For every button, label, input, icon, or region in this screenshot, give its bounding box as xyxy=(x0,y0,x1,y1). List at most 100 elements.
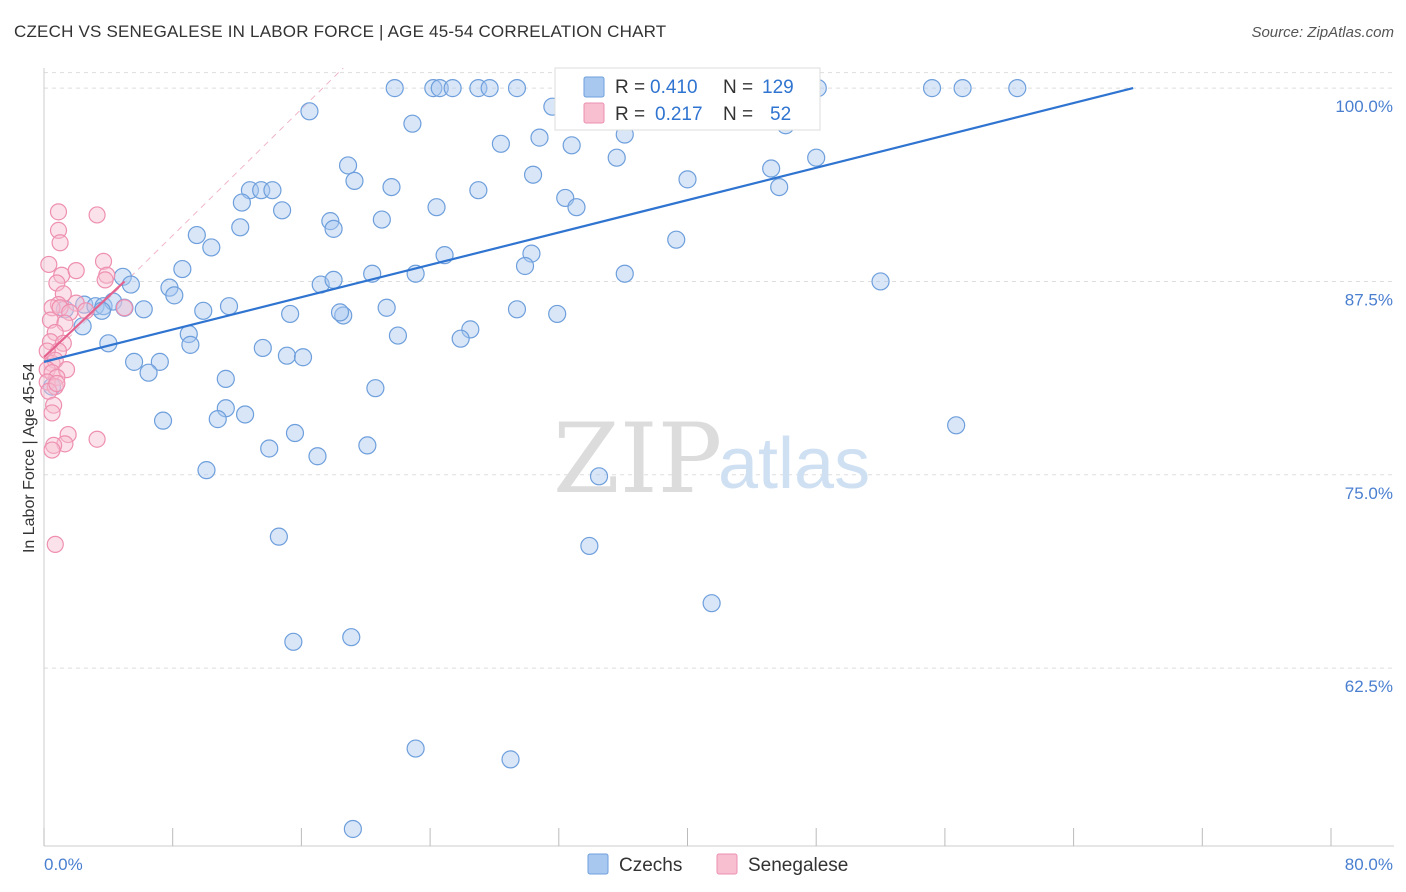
y-tick-label: 75.0% xyxy=(1345,484,1393,503)
senegalese-point xyxy=(88,430,106,448)
czechs-point xyxy=(491,134,510,153)
czechs-point xyxy=(202,238,221,257)
senegalese-point xyxy=(94,252,113,270)
source-label: Source: ZipAtlas.com xyxy=(1251,24,1394,41)
czechs-point xyxy=(263,181,282,200)
czechs-point xyxy=(871,272,890,291)
czechs-point xyxy=(150,352,169,371)
czechs-point xyxy=(377,298,396,317)
czechs-point xyxy=(324,219,343,238)
senegalese-point xyxy=(43,441,61,459)
czechs-point xyxy=(121,275,140,294)
legend-label-senegalese: Senegalese xyxy=(748,855,848,876)
czechs-point xyxy=(277,346,297,365)
czechs-point xyxy=(807,148,826,167)
legend-swatch-senegalese-bottom xyxy=(716,853,738,875)
czechs-point xyxy=(424,79,443,98)
czechs-point xyxy=(678,170,697,189)
senegalese-point xyxy=(48,374,66,393)
czechs-point xyxy=(501,750,520,769)
legend-swatch-czechs-bottom xyxy=(587,853,609,875)
senegalese-point xyxy=(88,206,106,224)
senegalese-point xyxy=(115,299,134,317)
correlation-legend: R = 0.410 N = 129 R = 0.217 N = 52 xyxy=(554,67,821,131)
grid-lines xyxy=(44,72,1394,669)
czechs-point xyxy=(260,439,279,458)
czechs-point xyxy=(173,259,192,279)
czechs-point xyxy=(607,148,626,167)
czechs-point xyxy=(197,461,216,480)
series-legend: Czechs Senegalese xyxy=(587,853,848,876)
czechs-point xyxy=(208,410,227,429)
y-tick-label: 100.0% xyxy=(1335,97,1393,116)
legend-r-value-senegalese: 0.217 xyxy=(655,104,703,125)
x-tick-label-max: 80.0% xyxy=(1345,855,1393,874)
senegalese-points xyxy=(38,203,134,553)
senegalese-point xyxy=(43,404,61,422)
czechs-point xyxy=(469,181,488,200)
czechs-point xyxy=(530,128,549,147)
czechs-point xyxy=(385,79,404,98)
czechs-point xyxy=(562,136,581,155)
legend-label-czechs: Czechs xyxy=(619,855,682,876)
watermark: ZIP atlas xyxy=(553,403,870,515)
chart-title: CZECH VS SENEGALESE IN LABOR FORCE | AGE… xyxy=(14,22,667,41)
y-tick-labels: 62.5% 75.0% 87.5% 100.0% xyxy=(1335,97,1393,696)
senegalese-point xyxy=(51,299,69,317)
senegalese-point xyxy=(49,221,68,240)
senegalese-trend-line xyxy=(43,280,126,359)
czechs-point xyxy=(548,304,567,324)
czechs-point xyxy=(770,177,789,197)
czechs-point xyxy=(388,326,408,345)
czechs-trend-line xyxy=(43,87,1134,363)
czechs-point xyxy=(92,301,112,320)
x-tick-label-min: 0.0% xyxy=(44,855,83,874)
senegalese-point xyxy=(96,271,114,289)
legend-n-label-senegalese: N = xyxy=(723,104,753,125)
czechs-point xyxy=(293,348,313,367)
czechs-point xyxy=(451,329,470,348)
czechs-point xyxy=(284,632,303,651)
watermark-atlas: atlas xyxy=(718,424,870,504)
senegalese-point xyxy=(46,535,64,553)
y-tick-label: 62.5% xyxy=(1345,677,1393,696)
czechs-point xyxy=(461,320,480,339)
senegalese-point xyxy=(59,425,77,444)
senegalese-point xyxy=(48,274,66,292)
czechs-point xyxy=(358,436,377,455)
trend-lines xyxy=(43,87,1134,363)
czechs-point xyxy=(219,297,239,316)
legend-r-label-czechs: R = xyxy=(615,77,645,98)
czechs-point xyxy=(515,256,535,276)
czechs-point xyxy=(324,270,343,290)
czechs-point xyxy=(667,230,686,249)
czechs-point xyxy=(947,416,966,435)
czechs-point xyxy=(580,536,599,556)
czechs-point xyxy=(567,198,586,217)
y-axis-title: In Labor Force | Age 45-54 xyxy=(21,363,38,553)
czechs-point xyxy=(382,177,401,197)
czechs-point xyxy=(231,218,250,237)
czechs-point xyxy=(480,79,499,98)
czechs-point xyxy=(194,301,213,320)
senegalese-point xyxy=(54,285,72,303)
legend-swatch-senegalese xyxy=(583,102,605,124)
czechs-point xyxy=(406,739,425,758)
czechs-point xyxy=(235,405,255,424)
czechs-points xyxy=(42,79,1027,839)
czechs-point xyxy=(922,79,942,98)
czechs-point xyxy=(232,193,251,212)
czechs-point xyxy=(181,335,200,354)
czechs-point xyxy=(366,379,385,398)
czechs-point xyxy=(403,114,422,133)
czechs-point xyxy=(139,363,158,382)
czechs-point xyxy=(523,165,543,184)
czechs-point xyxy=(153,411,173,430)
czechs-point xyxy=(281,304,300,324)
czechs-point xyxy=(1008,79,1027,98)
czechs-point xyxy=(343,819,362,839)
czechs-point xyxy=(124,352,144,371)
czechs-point xyxy=(269,527,288,546)
czechs-point xyxy=(285,423,305,443)
czechs-point xyxy=(187,225,206,245)
